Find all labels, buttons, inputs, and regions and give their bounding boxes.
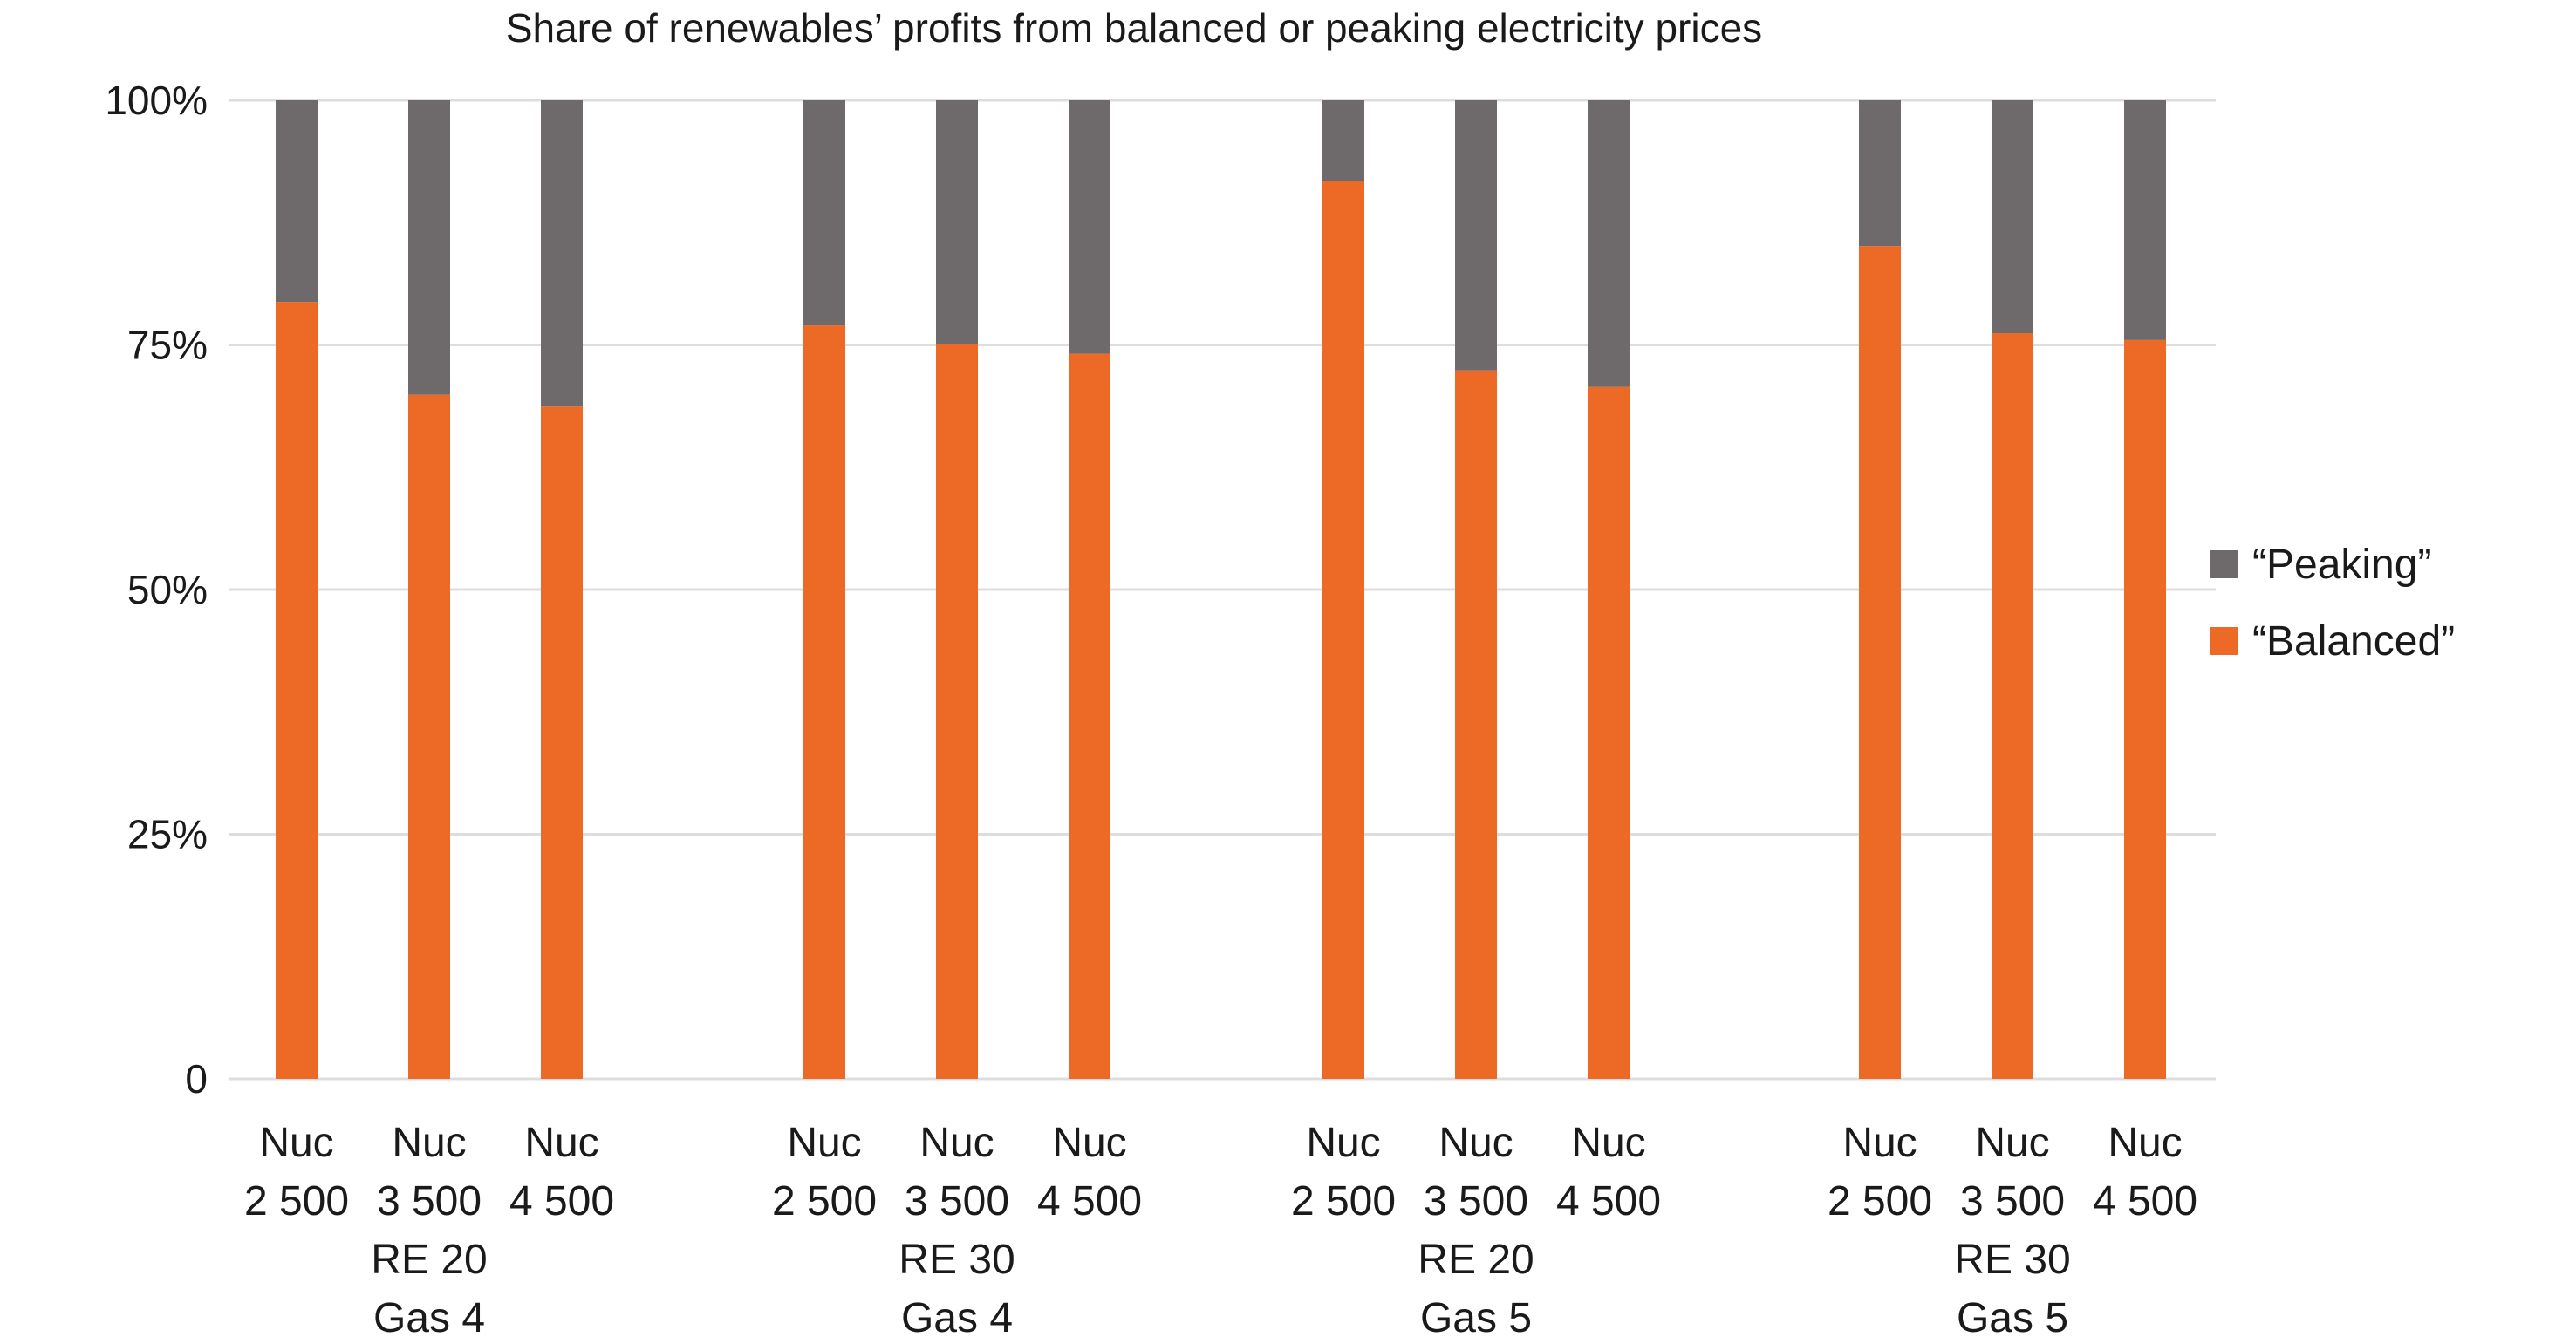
bar-peaking (1859, 100, 1901, 247)
bar-stack (1588, 100, 1630, 1080)
bar-peaking (2124, 100, 2166, 340)
bar-stack (1069, 100, 1110, 1079)
bar-balanced (1322, 181, 1364, 1079)
x-group-label-line2: Gas 5 (1420, 1295, 1532, 1337)
x-tick-label-line2: 4 500 (1556, 1178, 1661, 1224)
bar-stack (1992, 100, 2033, 1079)
x-group-label-line1: RE 20 (1418, 1237, 1534, 1283)
x-tick-label-line1: Nuc (259, 1120, 333, 1166)
bar-peaking (803, 100, 845, 326)
bar-balanced (936, 344, 978, 1079)
bar-stack (2124, 100, 2166, 1079)
x-group-label-line2: Gas 5 (1957, 1295, 2068, 1337)
x-tick-label-line1: Nuc (2108, 1120, 2182, 1166)
x-tick-label-line1: Nuc (524, 1120, 598, 1166)
x-tick-label-line1: Nuc (392, 1120, 466, 1166)
bar-balanced (541, 406, 583, 1079)
x-group-label-line1: RE 30 (1954, 1237, 2070, 1283)
y-axis-ticks: 0 25% 50% 75% 100% (105, 78, 208, 1102)
bar-peaking (276, 100, 318, 303)
legend-swatch-peaking (2210, 550, 2238, 578)
x-tick-label-line2: 2 500 (1291, 1178, 1396, 1224)
bar-peaking (1322, 100, 1364, 181)
x-tick-label-line1: Nuc (1306, 1120, 1380, 1166)
x-tick-label-line2: 4 500 (2093, 1178, 2197, 1224)
x-tick-label-line1: Nuc (919, 1120, 994, 1166)
legend-swatch-balanced (2210, 627, 2238, 655)
x-tick-label-line1: Nuc (1571, 1120, 1645, 1166)
bar-balanced (1859, 246, 1901, 1080)
bar-balanced (1455, 370, 1497, 1079)
x-tick-label-line2: 3 500 (377, 1178, 482, 1224)
x-group-label-line1: RE 20 (371, 1237, 487, 1283)
x-tick-label-line1: Nuc (787, 1120, 861, 1166)
bar-peaking (936, 100, 978, 344)
bar-balanced (276, 302, 318, 1080)
x-group-label-line2: Gas 4 (901, 1295, 1013, 1337)
bar-stack (408, 100, 450, 1079)
bar-peaking (1588, 100, 1630, 387)
bar-peaking (408, 100, 450, 395)
x-tick-label-line2: 2 500 (1828, 1178, 1932, 1224)
legend-item: “Balanced” (2210, 618, 2455, 665)
bar-stack (541, 100, 583, 1079)
bar-balanced (2124, 339, 2166, 1079)
y-tick-label: 0 (185, 1056, 208, 1102)
x-tick-label-line2: 3 500 (1960, 1178, 2065, 1224)
x-tick-label-line1: Nuc (1842, 1120, 1917, 1166)
x-tick-label-line2: 2 500 (772, 1178, 877, 1224)
legend-label: “Balanced” (2252, 618, 2455, 665)
x-axis-labels: Nuc 2 500 Nuc 3 500 Nuc 4 500 Nuc 2 500 Nuc 3 500… (244, 1120, 2197, 1337)
y-tick-label: 50% (127, 567, 208, 612)
legend: “Peaking” “Balanced” (2210, 542, 2455, 665)
y-tick-label: 100% (105, 78, 208, 123)
x-tick-label-line2: 4 500 (509, 1178, 614, 1224)
x-group-label-line2: Gas 4 (373, 1295, 485, 1337)
x-tick-label-line1: Nuc (1975, 1120, 2049, 1166)
bar-balanced (1069, 353, 1110, 1079)
x-tick-label-line2: 4 500 (1037, 1178, 1142, 1224)
legend-label: “Peaking” (2252, 542, 2431, 588)
bar-balanced (1992, 333, 2033, 1079)
bar-stack (1322, 100, 1364, 1079)
x-tick-label-line1: Nuc (1438, 1120, 1513, 1166)
bar-peaking (1992, 100, 2033, 334)
x-tick-label-line2: 2 500 (244, 1178, 349, 1224)
bar-balanced (803, 325, 845, 1079)
x-tick-label-line2: 3 500 (1424, 1178, 1528, 1224)
gridlines (229, 99, 2216, 1081)
bar-stack (1859, 100, 1901, 1080)
x-tick-label-line2: 3 500 (905, 1178, 1009, 1224)
chart-title: Share of renewables’ profits from balanc… (506, 5, 1762, 51)
bar-peaking (541, 100, 583, 407)
y-tick-label: 25% (127, 812, 208, 857)
bar-balanced (408, 394, 450, 1079)
x-tick-label-line1: Nuc (1052, 1120, 1126, 1166)
bar-peaking (1455, 100, 1497, 371)
bar-stack (1455, 100, 1497, 1079)
x-group-label-line1: RE 30 (899, 1237, 1015, 1283)
bars (276, 100, 2166, 1080)
legend-item: “Peaking” (2210, 542, 2431, 588)
y-tick-label: 75% (127, 323, 208, 368)
bar-stack (803, 100, 845, 1079)
bar-peaking (1069, 100, 1110, 354)
bar-balanced (1588, 386, 1630, 1080)
bar-stack (936, 100, 978, 1079)
bar-stack (276, 100, 318, 1080)
